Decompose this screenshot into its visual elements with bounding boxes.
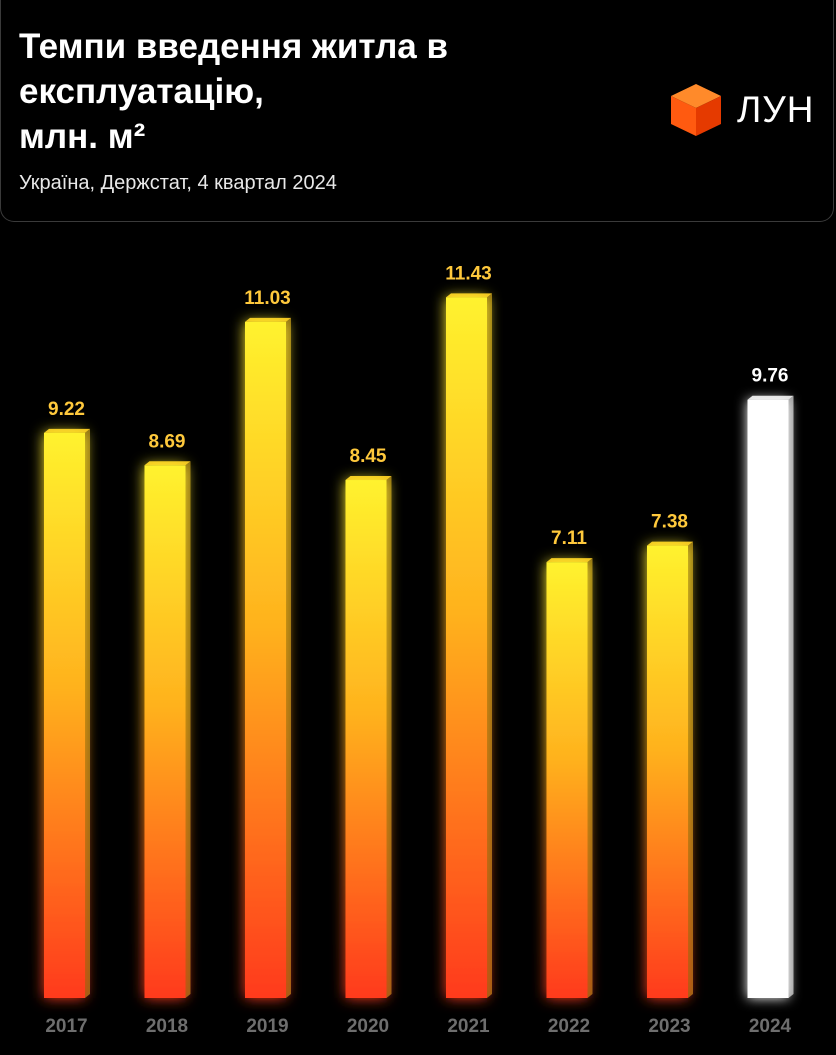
chart-title: Темпи введення житла в експлуатацію, млн… bbox=[19, 24, 579, 159]
x-tick-label-2019: 2019 bbox=[246, 1016, 288, 1037]
bar-rect-2018 bbox=[144, 465, 186, 998]
bar-2020 bbox=[345, 476, 392, 998]
bar-side-2024 bbox=[788, 395, 794, 998]
value-label-2019: 11.03 bbox=[244, 288, 291, 309]
bar-cap-2021 bbox=[446, 293, 492, 298]
bar-2018 bbox=[144, 461, 191, 998]
bar-cap-2017 bbox=[44, 428, 90, 433]
bar-side-2017 bbox=[85, 428, 90, 999]
x-tick-label-2021: 2021 bbox=[447, 1016, 490, 1037]
bar-rect-2023 bbox=[647, 545, 688, 998]
bar-rect-2020 bbox=[345, 480, 387, 998]
value-label-2017: 9.22 bbox=[48, 399, 85, 420]
bar-rect-2021 bbox=[446, 297, 487, 998]
bar-cap-2020 bbox=[345, 476, 392, 481]
bar-side-2022 bbox=[587, 558, 593, 998]
bar-cap-2023 bbox=[647, 541, 693, 546]
bar-rect-2017 bbox=[44, 432, 85, 999]
bar-2019 bbox=[245, 317, 291, 999]
value-label-2020: 8.45 bbox=[350, 446, 387, 467]
chart-title-line-2: експлуатацію, bbox=[19, 72, 264, 111]
bar-rect-2024 bbox=[747, 399, 789, 998]
logo-text: ЛУН bbox=[737, 89, 815, 130]
chart-title-line-3: млн. м² bbox=[19, 117, 146, 156]
bar-side-2023 bbox=[688, 541, 693, 998]
bar-rect-2022 bbox=[546, 562, 588, 998]
chart-subtitle: Україна, Держстат, 4 квартал 2024 bbox=[19, 172, 337, 194]
x-tick-label-2022: 2022 bbox=[548, 1016, 590, 1037]
value-label-2023: 7.38 bbox=[651, 512, 688, 533]
bar-cap-2019 bbox=[245, 317, 291, 322]
bar-cap-2022 bbox=[546, 558, 593, 563]
bar-cap-2018 bbox=[144, 461, 191, 466]
chart-title-line-1: Темпи введення житла в bbox=[19, 27, 449, 66]
bar-2017 bbox=[44, 428, 90, 999]
bar-side-2021 bbox=[487, 293, 492, 998]
lun-logo: ЛУН bbox=[669, 82, 815, 138]
x-tick-label-2024: 2024 bbox=[749, 1016, 792, 1037]
x-tick-label-2017: 2017 bbox=[45, 1016, 87, 1037]
value-label-2022: 7.11 bbox=[551, 528, 587, 549]
bar-2023 bbox=[647, 541, 693, 998]
bar-cap-2024 bbox=[747, 395, 794, 400]
bar-chart: 9.22 2017 8.69 2018 11.03 2019 8.45 2020 11.43 20… bbox=[44, 263, 794, 1037]
bar-2021 bbox=[446, 293, 492, 998]
bar-side-2018 bbox=[185, 461, 191, 998]
x-tick-label-2020: 2020 bbox=[347, 1016, 389, 1037]
bar-rect-2019 bbox=[245, 321, 286, 999]
bar-2022 bbox=[546, 558, 593, 998]
x-tick-label-2023: 2023 bbox=[648, 1016, 690, 1037]
orange-cube-icon bbox=[671, 84, 721, 136]
x-tick-label-2018: 2018 bbox=[146, 1016, 188, 1037]
chart-header: Темпи введення житла в експлуатацію, млн… bbox=[0, 0, 834, 222]
bar-2024 bbox=[747, 395, 794, 998]
bar-side-2020 bbox=[386, 476, 392, 998]
bar-side-2019 bbox=[286, 317, 291, 999]
value-label-2024: 9.76 bbox=[752, 366, 789, 387]
value-label-2018: 8.69 bbox=[149, 431, 186, 452]
value-label-2021: 11.43 bbox=[445, 263, 492, 284]
